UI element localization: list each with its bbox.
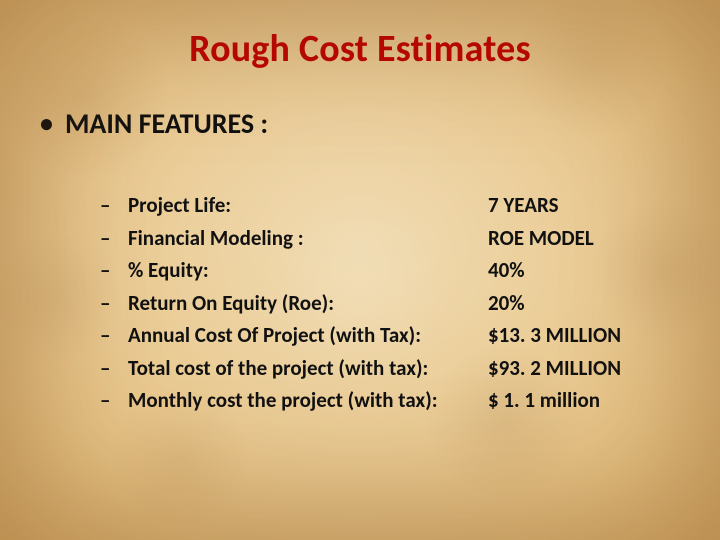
- slide-title: Rough Cost Estimates: [36, 26, 684, 72]
- dash-icon: –: [100, 384, 128, 417]
- main-features-heading-text: MAIN FEATURES :: [65, 106, 268, 141]
- slide: Rough Cost Estimates • MAIN FEATURES : –…: [0, 0, 720, 540]
- dash-icon: –: [100, 189, 128, 222]
- bullet-dot-icon: •: [40, 110, 53, 136]
- feature-value: 40%: [488, 254, 666, 287]
- feature-label: % Equity:: [128, 254, 488, 287]
- feature-value: 20%: [488, 287, 666, 320]
- list-item: – Return On Equity (Roe): 20%: [100, 287, 666, 320]
- feature-label: Return On Equity (Roe):: [128, 287, 488, 320]
- feature-list: – Project Life: 7 YEARS – Financial Mode…: [100, 189, 666, 417]
- list-item: – Financial Modeling : ROE MODEL: [100, 222, 666, 255]
- feature-value: $13. 3 MILLION: [488, 319, 666, 352]
- dash-icon: –: [100, 254, 128, 287]
- feature-label: Total cost of the project (with tax):: [128, 352, 488, 385]
- list-item: – Monthly cost the project (with tax): $…: [100, 384, 666, 417]
- list-item: – % Equity: 40%: [100, 254, 666, 287]
- feature-label: Project Life:: [128, 189, 488, 222]
- list-item: – Project Life: 7 YEARS: [100, 189, 666, 222]
- main-features-heading: • MAIN FEATURES :: [40, 106, 684, 141]
- feature-label: Annual Cost Of Project (with Tax):: [128, 319, 488, 352]
- dash-icon: –: [100, 352, 128, 385]
- feature-value: $93. 2 MILLION: [488, 352, 666, 385]
- dash-icon: –: [100, 287, 128, 320]
- list-item: – Total cost of the project (with tax): …: [100, 352, 666, 385]
- feature-label: Financial Modeling :: [128, 222, 488, 255]
- feature-label: Monthly cost the project (with tax):: [128, 384, 488, 417]
- feature-value: $ 1. 1 million: [488, 384, 666, 417]
- feature-value: ROE MODEL: [488, 222, 666, 255]
- list-item: – Annual Cost Of Project (with Tax): $13…: [100, 319, 666, 352]
- dash-icon: –: [100, 319, 128, 352]
- feature-value: 7 YEARS: [488, 189, 666, 222]
- dash-icon: –: [100, 222, 128, 255]
